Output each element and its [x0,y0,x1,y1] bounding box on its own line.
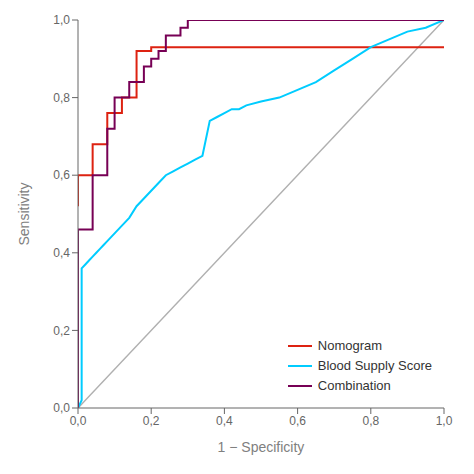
svg-text:0,4: 0,4 [216,414,233,428]
svg-text:0,8: 0,8 [53,91,70,105]
svg-text:1 − Specificity: 1 − Specificity [218,439,305,455]
svg-text:1,0: 1,0 [53,13,70,27]
svg-text:0,0: 0,0 [53,401,70,415]
html-text:Combination: Combination [317,378,391,393]
svg-text:0,2: 0,2 [53,324,70,338]
svg-text:0,2: 0,2 [143,414,160,428]
svg-text:1,0: 1,0 [436,414,453,428]
svg-text:0,6: 0,6 [53,168,70,182]
svg-text:0,8: 0,8 [362,414,379,428]
svg-text:Sensitivity: Sensitivity [16,182,32,245]
html-text:Blood Supply Score: Blood Supply Score [317,358,432,373]
svg-text:0,6: 0,6 [289,414,306,428]
svg-text:0,4: 0,4 [53,246,70,260]
svg-text:0,0: 0,0 [70,414,87,428]
html-text:Nomogram: Nomogram [317,338,383,353]
